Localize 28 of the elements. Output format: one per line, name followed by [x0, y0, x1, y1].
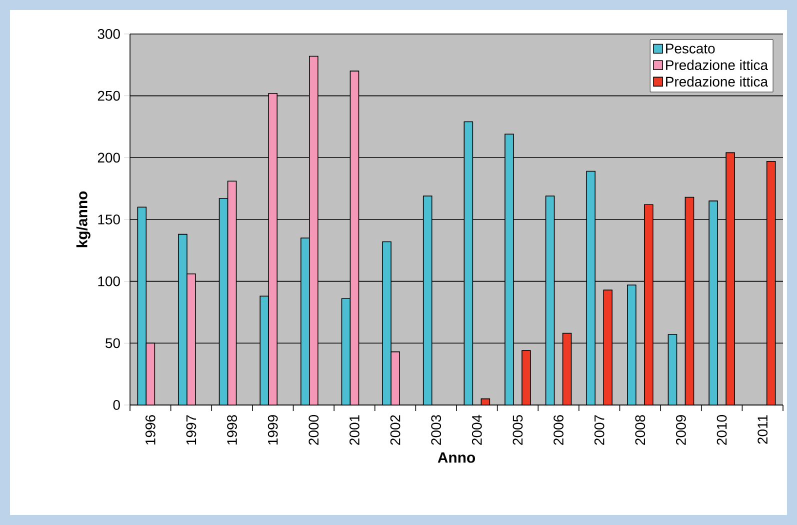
x-tick-label: 2001 — [350, 415, 360, 445]
x-tick-label: 1997 — [186, 415, 196, 444]
legend-label: Pescato — [666, 44, 715, 54]
y-tick-label: 0 — [113, 400, 120, 410]
y-axis-title: kg/anno — [76, 191, 90, 248]
x-tick-label: 2007 — [594, 415, 604, 445]
x-tick-label: 2000 — [308, 415, 319, 445]
x-tick-label: 1998 — [227, 415, 237, 444]
x-tick-label: 2008 — [635, 415, 646, 445]
y-tick-label: 300 — [98, 29, 120, 39]
x-axis-title: Anno — [438, 452, 476, 463]
y-tick-label: 150 — [98, 214, 120, 224]
x-tick-label: 2006 — [554, 415, 564, 445]
y-tick-label: 200 — [98, 152, 120, 163]
x-tick-label: 2005 — [512, 415, 523, 445]
x-tick-label: 2011 — [758, 415, 768, 444]
legend-label: Predazione ittica — [666, 76, 768, 87]
x-tick-label: 2002 — [390, 415, 400, 445]
x-tick-label: 2010 — [716, 415, 727, 445]
x-tick-label: 2003 — [431, 415, 442, 445]
y-tick-label: 50 — [106, 338, 120, 348]
x-tick-label: 2004 — [472, 414, 482, 445]
y-tick-label: 250 — [98, 90, 120, 101]
legend-label: Predazione ittica — [666, 60, 768, 70]
x-tick-label: 2009 — [676, 415, 686, 445]
x-tick-label: 1996 — [145, 415, 156, 444]
y-tick-label: 100 — [98, 276, 120, 286]
x-tick-label: 1999 — [268, 415, 278, 444]
